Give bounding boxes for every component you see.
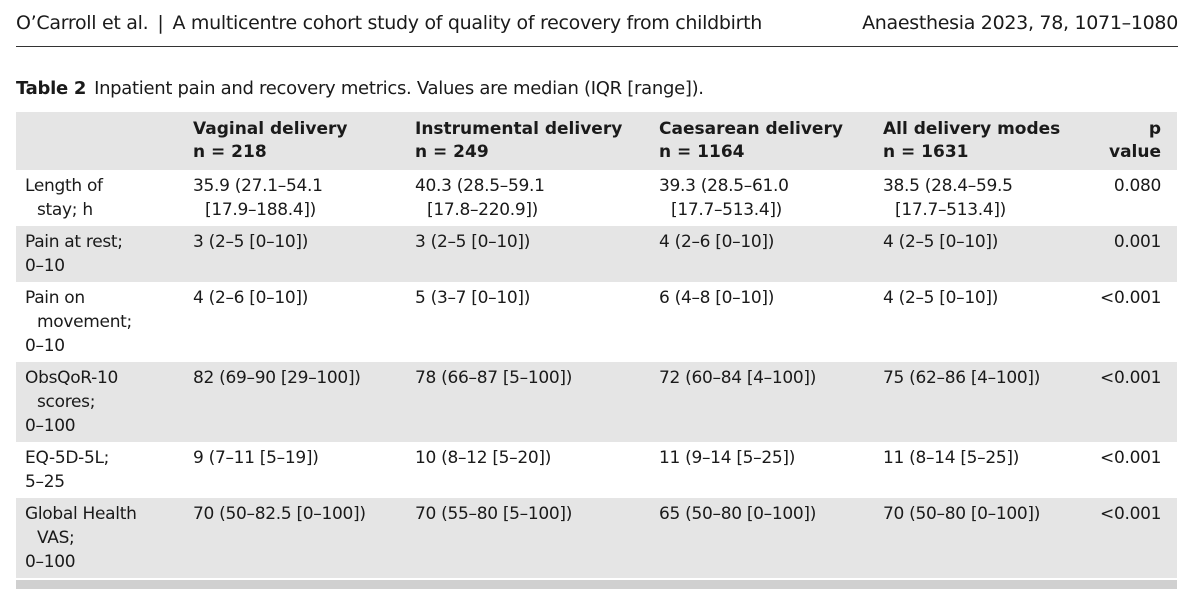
table-caption-text: Inpatient pain and recovery metrics. Val… xyxy=(94,78,704,99)
table-row: ObsQoR-10 scores; 0–100 82 (69–90 [29–100]… xyxy=(16,362,1177,442)
table-cell: 72 (60–84 [4–100]) xyxy=(659,368,817,388)
article-title: A multicentre cohort study of quality of… xyxy=(172,12,763,34)
row-label: Pain at rest; 0–10 xyxy=(25,232,123,276)
table-bottom-rule xyxy=(16,580,1177,589)
table-cell: 4 (2–5 [0–10]) xyxy=(883,232,999,252)
p-value: <0.001 xyxy=(1100,504,1162,524)
table-cell: 39.3 (28.5–61.0 [17.7–513.4]) xyxy=(659,176,789,220)
table-caption: Table 2 Inpatient pain and recovery metri… xyxy=(16,78,704,99)
table-cell: 4 (2–6 [0–10]) xyxy=(659,232,775,252)
table-cell: 82 (69–90 [29–100]) xyxy=(193,368,361,388)
table-cell: 6 (4–8 [0–10]) xyxy=(659,288,775,308)
table-cell: 10 (8–12 [5–20]) xyxy=(415,448,552,468)
column-header: Caesarean delivery n = 1164 xyxy=(659,119,843,162)
table-cell: 75 (62–86 [4–100]) xyxy=(883,368,1041,388)
table-cell: 78 (66–87 [5–100]) xyxy=(415,368,573,388)
p-value: <0.001 xyxy=(1100,448,1162,468)
table-cell: 5 (3–7 [0–10]) xyxy=(415,288,531,308)
table-cell: 38.5 (28.4–59.5 [17.7–513.4]) xyxy=(883,176,1013,220)
column-header: Vaginal delivery n = 218 xyxy=(193,119,348,162)
table-cell: 9 (7–11 [5–19]) xyxy=(193,448,319,468)
author-line: O’Carroll et al. xyxy=(16,12,149,34)
table-row: Global Health VAS; 0–100 70 (50–82.5 [0–10… xyxy=(16,498,1177,578)
table-row: Pain at rest; 0–10 3 (2–5 [0–10]) 3 (2–5 … xyxy=(16,226,1177,282)
table-row: Pain on movement; 0–10 4 (2–6 [0–10]) 5 (3… xyxy=(16,282,1177,362)
table-cell: 4 (2–6 [0–10]) xyxy=(193,288,309,308)
table-cell: 70 (55–80 [5–100]) xyxy=(415,504,573,524)
table-cell: 65 (50–80 [0–100]) xyxy=(659,504,817,524)
table-cell: 3 (2–5 [0–10]) xyxy=(193,232,309,252)
row-label-header xyxy=(16,112,193,170)
p-value-header: p value xyxy=(1108,119,1161,162)
table-cell: 11 (8–14 [5–25]) xyxy=(883,448,1020,468)
column-header: All delivery modes n = 1631 xyxy=(883,119,1061,162)
table-cell: 70 (50–82.5 [0–100]) xyxy=(193,504,366,524)
table-header-row: Vaginal delivery n = 218 Instrumental del… xyxy=(16,112,1177,170)
row-label: ObsQoR-10 scores; 0–100 xyxy=(25,368,118,436)
running-head: O’Carroll et al. | A multicentre cohort st… xyxy=(16,12,1178,34)
table-cell: 40.3 (28.5–59.1 [17.8–220.9]) xyxy=(415,176,545,220)
row-label: Length of stay; h xyxy=(25,176,103,220)
table-cell: 11 (9–14 [5–25]) xyxy=(659,448,796,468)
header-rule xyxy=(16,46,1178,47)
p-value: 0.001 xyxy=(1113,232,1161,252)
column-header: Instrumental delivery n = 249 xyxy=(415,119,623,162)
header-separator: | xyxy=(157,12,164,34)
table-row: Length of stay; h 35.9 (27.1–54.1 [17.9–18… xyxy=(16,170,1177,226)
table-cell: 70 (50–80 [0–100]) xyxy=(883,504,1041,524)
table-cell: 4 (2–5 [0–10]) xyxy=(883,288,999,308)
row-label: Pain on movement; 0–10 xyxy=(25,288,132,356)
row-label: EQ-5D-5L; 5–25 xyxy=(25,448,110,492)
p-value: <0.001 xyxy=(1100,288,1162,308)
row-label: Global Health VAS; 0–100 xyxy=(25,504,137,572)
journal-citation: Anaesthesia 2023, 78, 1071–1080 xyxy=(862,12,1178,34)
table-row: EQ-5D-5L; 5–25 9 (7–11 [5–19]) 10 (8–12 [… xyxy=(16,442,1177,498)
metrics-table: Vaginal delivery n = 218 Instrumental del… xyxy=(16,112,1177,578)
p-value: 0.080 xyxy=(1113,176,1161,196)
p-value: <0.001 xyxy=(1100,368,1162,388)
table-cell: 35.9 (27.1–54.1 [17.9–188.4]) xyxy=(193,176,323,220)
running-head-left: O’Carroll et al. | A multicentre cohort st… xyxy=(16,12,762,34)
table-label: Table 2 xyxy=(16,78,87,99)
table-cell: 3 (2–5 [0–10]) xyxy=(415,232,531,252)
